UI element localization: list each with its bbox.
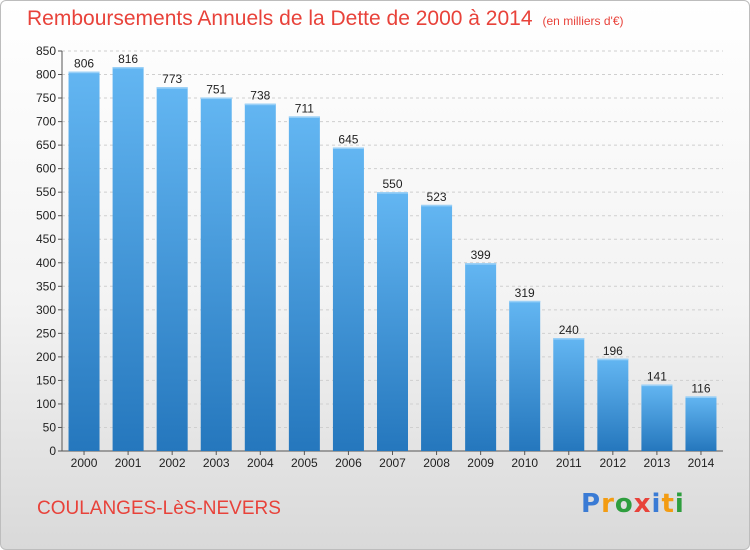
y-tick-label: 400 xyxy=(36,256,56,270)
proxiti-logo: Proxiti xyxy=(581,489,685,519)
bar-top-highlight xyxy=(685,396,717,398)
data-label: 240 xyxy=(559,323,579,337)
bar xyxy=(553,338,585,451)
x-tick-label: 2010 xyxy=(511,456,538,470)
bar-top-highlight xyxy=(156,87,188,89)
data-label: 773 xyxy=(162,72,182,86)
bar-top-highlight xyxy=(553,338,585,340)
logo-letter: x xyxy=(633,489,652,519)
y-tick-label: 500 xyxy=(36,209,56,223)
chart-title: Remboursements Annuels de la Dette de 20… xyxy=(27,7,624,30)
x-tick-label: 2001 xyxy=(115,456,142,470)
data-label: 523 xyxy=(427,190,447,204)
x-tick-label: 2013 xyxy=(644,456,671,470)
bar-top-highlight xyxy=(332,147,364,149)
y-tick-label: 300 xyxy=(36,303,56,317)
data-label: 550 xyxy=(382,177,402,191)
y-tick-label: 550 xyxy=(36,185,56,199)
bar-top-highlight xyxy=(597,358,629,361)
y-tick-label: 650 xyxy=(36,138,56,152)
y-tick-label: 450 xyxy=(36,232,56,246)
y-tick-label: 0 xyxy=(49,444,56,458)
data-label: 806 xyxy=(74,57,94,71)
data-label: 399 xyxy=(471,248,491,262)
data-label: 116 xyxy=(691,381,710,395)
y-tick-label: 700 xyxy=(36,115,56,129)
x-tick-label: 2008 xyxy=(423,456,450,470)
data-label: 751 xyxy=(206,83,226,97)
x-tick-label: 2006 xyxy=(335,456,362,470)
bar-top-highlight xyxy=(421,204,453,207)
logo-letter: o xyxy=(614,489,634,519)
x-tick-label: 2011 xyxy=(556,456,582,470)
x-tick-label: 2003 xyxy=(203,456,230,470)
y-tick-label: 150 xyxy=(36,373,56,387)
x-tick-label: 2000 xyxy=(71,456,98,470)
x-tick-label: 2009 xyxy=(467,456,494,470)
logo-letter: i xyxy=(674,489,685,519)
y-tick-label: 50 xyxy=(43,420,57,434)
bar xyxy=(332,147,364,451)
data-label: 816 xyxy=(118,52,138,66)
x-tick-label: 2014 xyxy=(688,456,715,470)
data-label: 141 xyxy=(647,370,667,384)
bar xyxy=(68,71,100,452)
y-tick-label: 750 xyxy=(36,91,56,105)
bar-top-highlight xyxy=(465,263,497,265)
logo-letter: P xyxy=(581,489,602,519)
y-tick-label: 250 xyxy=(36,326,56,340)
bar-top-highlight xyxy=(200,97,232,100)
x-tick-label: 2004 xyxy=(247,456,274,470)
bar xyxy=(200,97,232,452)
bar-top-highlight xyxy=(68,71,100,74)
x-tick-label: 2002 xyxy=(159,456,186,470)
bar xyxy=(509,300,541,451)
x-tick-label: 2005 xyxy=(291,456,318,470)
commune-name: COULANGES-LèS-NEVERS xyxy=(37,498,281,519)
chart-subtitle: (en milliers d'€) xyxy=(542,14,624,28)
y-tick-label: 850 xyxy=(36,44,56,58)
bar xyxy=(112,67,144,451)
data-label: 711 xyxy=(295,101,314,115)
bar-top-highlight xyxy=(112,67,144,69)
bar-top-highlight xyxy=(288,116,320,118)
bar xyxy=(465,263,497,451)
bar xyxy=(377,192,408,452)
bar-top-highlight xyxy=(509,300,541,303)
y-tick-label: 350 xyxy=(36,279,56,293)
bar xyxy=(244,103,276,452)
bar xyxy=(421,204,453,451)
bar-top-highlight xyxy=(244,103,276,106)
logo-letter: i xyxy=(651,489,662,519)
y-tick-label: 800 xyxy=(36,68,56,82)
data-label: 319 xyxy=(515,286,535,300)
bar xyxy=(288,116,320,451)
x-tick-label: 2007 xyxy=(379,456,406,470)
y-tick-label: 600 xyxy=(36,162,56,176)
bar xyxy=(685,396,717,451)
logo-letter: r xyxy=(601,489,615,519)
bar-top-highlight xyxy=(377,192,408,194)
bar-top-highlight xyxy=(641,384,673,387)
bar xyxy=(641,384,673,451)
bar xyxy=(156,87,188,451)
y-tick-label: 100 xyxy=(36,397,56,411)
data-label: 196 xyxy=(603,344,623,358)
bar xyxy=(597,358,629,451)
logo-letter: t xyxy=(661,489,675,519)
x-tick-label: 2012 xyxy=(599,456,626,470)
data-label: 645 xyxy=(338,132,358,146)
data-label: 738 xyxy=(250,89,270,103)
y-tick-label: 200 xyxy=(36,350,56,364)
